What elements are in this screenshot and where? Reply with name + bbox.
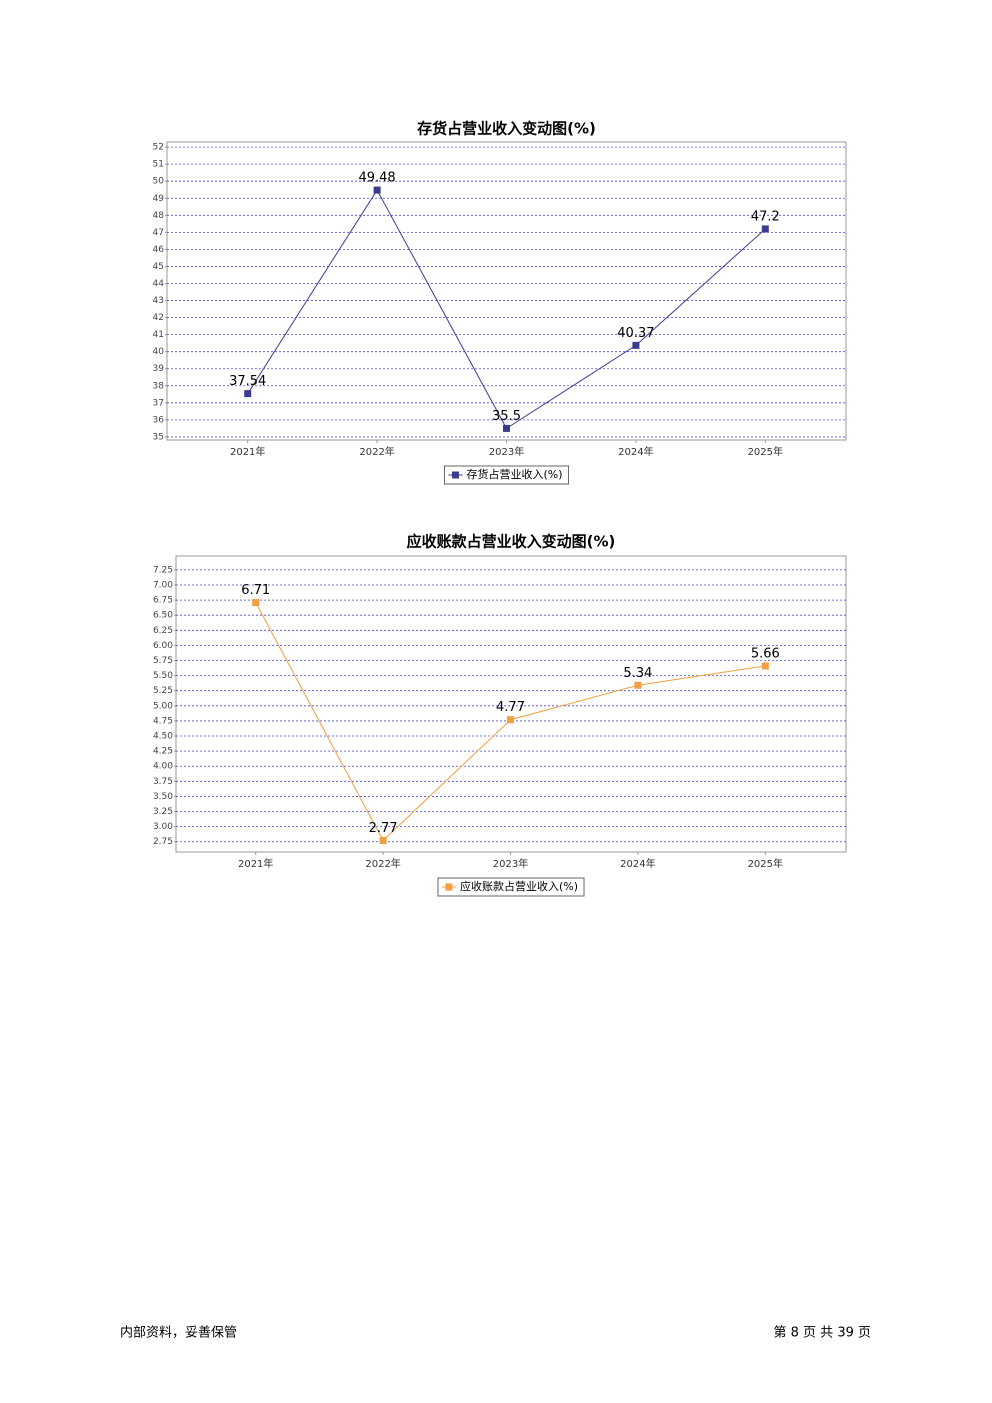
legend: 存货占营业收入(%) <box>443 465 570 485</box>
y-tick-label: 48 <box>153 211 165 221</box>
y-tick-label: 4.25 <box>153 747 173 757</box>
chart-title: 应收账款占营业收入变动图(%) <box>407 533 616 551</box>
legend-box <box>437 877 585 897</box>
y-tick-label: 6.00 <box>153 641 173 651</box>
value-label: 2.77 <box>369 821 398 836</box>
y-tick-label: 6.25 <box>153 626 173 636</box>
legend-marker <box>451 471 459 479</box>
value-label: 49.48 <box>358 171 395 186</box>
value-label: 5.66 <box>751 646 780 661</box>
y-tick-label: 51 <box>153 160 164 170</box>
y-tick-label: 7.25 <box>153 565 173 575</box>
y-tick-label: 50 <box>153 177 165 187</box>
y-tick-label: 5.50 <box>153 671 173 681</box>
value-label: 6.71 <box>241 583 270 598</box>
y-tick-label: 5.75 <box>153 656 173 666</box>
y-tick-label: 3.25 <box>153 807 173 817</box>
point-marker <box>244 390 252 398</box>
y-tick-label: 6.75 <box>153 596 173 606</box>
y-tick-label: 35 <box>153 432 164 442</box>
legend-label: 存货占营业收入(%) <box>466 467 562 481</box>
point-marker <box>632 341 640 349</box>
value-label: 4.77 <box>496 700 525 715</box>
x-tick-label: 2025年 <box>748 857 783 870</box>
point-marker <box>761 225 769 233</box>
plot-frame <box>175 555 847 853</box>
y-tick-label: 47 <box>153 228 164 238</box>
point-marker <box>507 716 514 724</box>
y-tick-label: 45 <box>153 262 164 272</box>
y-tick-label: 42 <box>153 313 164 323</box>
value-label: 5.34 <box>623 666 652 681</box>
point-marker <box>373 186 381 194</box>
legend: 应收账款占营业收入(%) <box>437 877 585 897</box>
legend-marker <box>445 883 453 891</box>
point-marker <box>379 837 387 845</box>
y-tick-label: 52 <box>153 143 164 153</box>
y-tick-label: 41 <box>153 330 164 340</box>
value-label: 40.37 <box>617 326 654 341</box>
point-marker <box>761 662 769 670</box>
y-tick-label: 6.50 <box>153 611 173 621</box>
footer-left: 内部资料，妥善保管 <box>120 1325 237 1341</box>
y-tick-label: 3.75 <box>153 777 173 787</box>
y-tick-label: 4.75 <box>153 716 173 726</box>
y-tick-label: 39 <box>153 364 165 374</box>
x-tick-label: 2025年 <box>748 445 783 458</box>
y-tick-label: 37 <box>153 398 164 408</box>
value-label: 47.2 <box>751 209 780 224</box>
y-tick-label: 46 <box>153 245 165 255</box>
y-tick-label: 7.00 <box>153 580 173 590</box>
y-tick-label: 5.00 <box>153 701 173 711</box>
legend-box <box>443 465 570 485</box>
x-tick-label: 2024年 <box>620 857 655 870</box>
y-tick-label: 3.00 <box>153 822 173 832</box>
x-tick-label: 2022年 <box>365 857 400 870</box>
point-marker <box>252 599 260 607</box>
x-tick-label: 2024年 <box>618 445 653 458</box>
value-label: 37.54 <box>229 374 266 389</box>
chart-title: 存货占营业收入变动图(%) <box>417 120 596 138</box>
y-tick-label: 44 <box>153 279 165 289</box>
y-tick-label: 40 <box>153 347 165 357</box>
value-label: 35.5 <box>492 409 521 424</box>
y-tick-label: 38 <box>153 381 165 391</box>
point-marker <box>503 424 510 432</box>
y-tick-label: 49 <box>153 194 165 204</box>
x-tick-label: 2021年 <box>238 857 273 870</box>
y-tick-label: 43 <box>153 296 164 306</box>
y-tick-label: 3.50 <box>153 792 173 802</box>
x-tick-label: 2023年 <box>489 445 524 458</box>
y-tick-label: 2.75 <box>153 837 173 847</box>
x-tick-label: 2023年 <box>493 857 528 870</box>
plot-frame <box>166 141 847 441</box>
y-tick-label: 36 <box>153 415 165 425</box>
x-tick-label: 2021年 <box>230 445 265 458</box>
point-marker <box>634 681 642 689</box>
footer-page: 第 8 页 共 39 页 <box>774 1326 871 1341</box>
x-tick-label: 2022年 <box>359 445 394 458</box>
y-tick-label: 4.00 <box>153 762 173 772</box>
legend-label: 应收账款占营业收入(%) <box>460 879 578 893</box>
y-tick-label: 4.50 <box>153 732 173 742</box>
y-tick-label: 5.25 <box>153 686 173 696</box>
